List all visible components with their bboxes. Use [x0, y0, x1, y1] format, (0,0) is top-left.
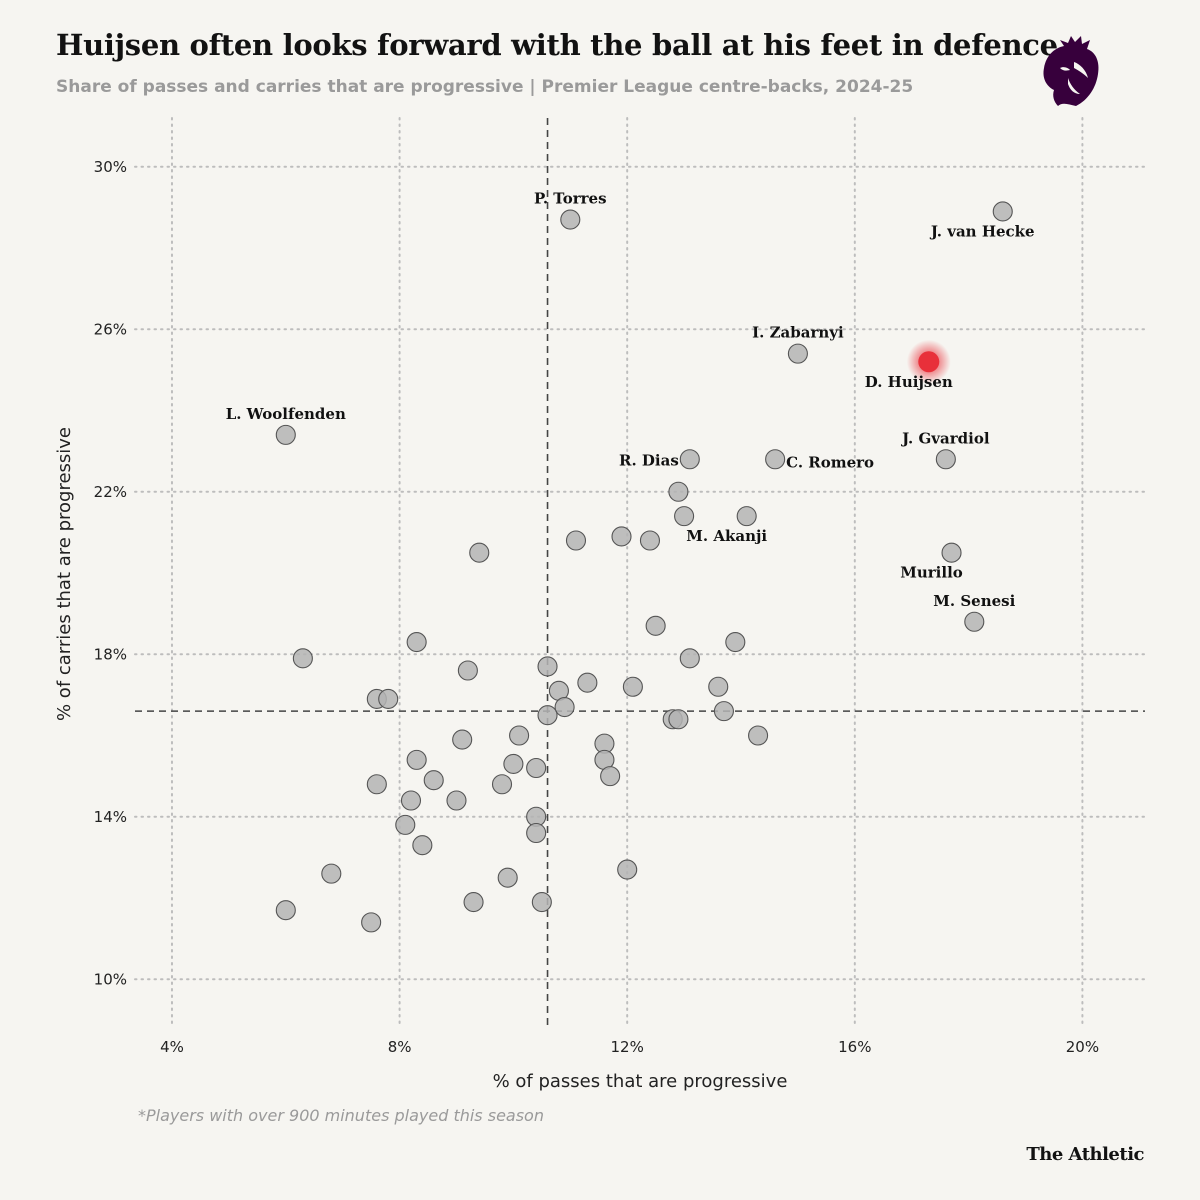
- x-axis-title: % of passes that are progressive: [493, 1071, 788, 1092]
- data-point: [554, 697, 575, 718]
- data-point: [565, 530, 587, 551]
- data-point: [679, 648, 700, 669]
- point-j-van-hecke: [992, 201, 1013, 222]
- data-point: [366, 774, 387, 795]
- data-point: [446, 790, 467, 811]
- data-point: [400, 790, 422, 811]
- data-point: [668, 709, 689, 730]
- point-l-woolfenden: [275, 424, 296, 445]
- data-point: [526, 757, 547, 779]
- point-d-huijsen: [918, 351, 940, 373]
- data-point: [537, 705, 558, 726]
- footnote: *Players with over 900 minutes played th…: [138, 1106, 544, 1125]
- point-r-dias: [679, 449, 700, 470]
- point-m-senesi: [964, 611, 985, 632]
- point-label: J. van Hecke: [929, 222, 1035, 240]
- point-label: L. Woolfenden: [226, 405, 346, 423]
- point-label: M. Senesi: [933, 592, 1015, 610]
- data-point: [639, 530, 661, 551]
- data-point: [725, 632, 746, 653]
- data-point: [526, 822, 547, 844]
- point-label: Murillo: [900, 564, 963, 582]
- data-point: [406, 749, 427, 770]
- y-tick-label: 14%: [94, 808, 127, 826]
- point-murillo: [941, 542, 962, 563]
- point-c-romero: [765, 449, 786, 470]
- data-point: [537, 656, 558, 677]
- y-tick-label: 30%: [94, 158, 127, 176]
- chart-title: Huijsen often looks forward with the bal…: [56, 28, 1058, 62]
- point-p-torres: [560, 209, 581, 230]
- data-point: [423, 770, 444, 791]
- scatter-chart: 4% 8% 12% 16% 20% 10% 14% 18% 22% 26% 30% J. van H…: [54, 117, 1146, 1092]
- scatter-points: [275, 201, 1013, 933]
- y-tick-label: 22%: [94, 483, 127, 501]
- data-point: [668, 481, 689, 502]
- data-point: [378, 688, 399, 709]
- data-point: [611, 526, 632, 547]
- data-point: [622, 676, 643, 697]
- x-tick-label: 8%: [388, 1038, 412, 1056]
- data-point: [497, 867, 518, 888]
- y-tick-label: 10%: [94, 970, 127, 988]
- x-tick-label: 12%: [611, 1038, 644, 1056]
- point-label: M. Akanji: [686, 527, 767, 545]
- data-point: [406, 632, 427, 653]
- axis-ticks: 4% 8% 12% 16% 20% 10% 14% 18% 22% 26% 30%: [94, 158, 1099, 1056]
- y-axis-title: % of carries that are progressive: [54, 427, 75, 721]
- y-tick-label: 26%: [94, 320, 127, 338]
- data-point: [617, 859, 638, 880]
- point-label: J. Gvardiol: [900, 429, 990, 447]
- data-point: [452, 729, 473, 750]
- data-point: [395, 814, 416, 835]
- y-tick-label: 18%: [94, 645, 127, 663]
- grid-lines: [134, 117, 1146, 1029]
- x-tick-label: 16%: [838, 1038, 871, 1056]
- x-tick-label: 4%: [160, 1038, 184, 1056]
- data-point: [361, 912, 382, 933]
- x-tick-label: 20%: [1066, 1038, 1099, 1056]
- data-point: [503, 753, 524, 774]
- median-lines: [135, 118, 1145, 1028]
- data-point: [491, 774, 513, 795]
- data-point: [463, 892, 484, 913]
- data-point: [275, 900, 296, 921]
- data-point: [645, 615, 666, 636]
- data-point: [469, 542, 490, 563]
- data-point: [509, 725, 530, 746]
- data-point: [600, 766, 621, 787]
- brand-logo: The Athletic: [1026, 1144, 1144, 1165]
- point-label: R. Dias: [619, 451, 679, 469]
- point-m-akanji: [736, 506, 757, 527]
- point-label: P. Torres: [534, 190, 606, 208]
- data-point: [292, 648, 313, 669]
- data-point: [674, 506, 695, 527]
- data-point: [457, 660, 478, 681]
- point-i-zabarnyi: [787, 343, 808, 364]
- point-label: D. Huijsen: [865, 373, 953, 391]
- data-point: [577, 672, 598, 693]
- data-point: [713, 701, 734, 722]
- data-point: [321, 863, 342, 884]
- point-labels: J. van Hecke P. Torres I. Zabarnyi D. Huijs…: [226, 190, 1035, 610]
- data-point: [708, 676, 729, 697]
- data-point: [748, 725, 769, 746]
- data-point: [531, 892, 552, 913]
- premier-league-lion-icon: [1043, 36, 1099, 106]
- point-label: I. Zabarnyi: [752, 324, 844, 342]
- point-label: C. Romero: [786, 453, 874, 471]
- chart-subtitle: Share of passes and carries that are pro…: [56, 77, 914, 97]
- data-point: [412, 835, 433, 856]
- point-j-gvardiol: [935, 449, 956, 470]
